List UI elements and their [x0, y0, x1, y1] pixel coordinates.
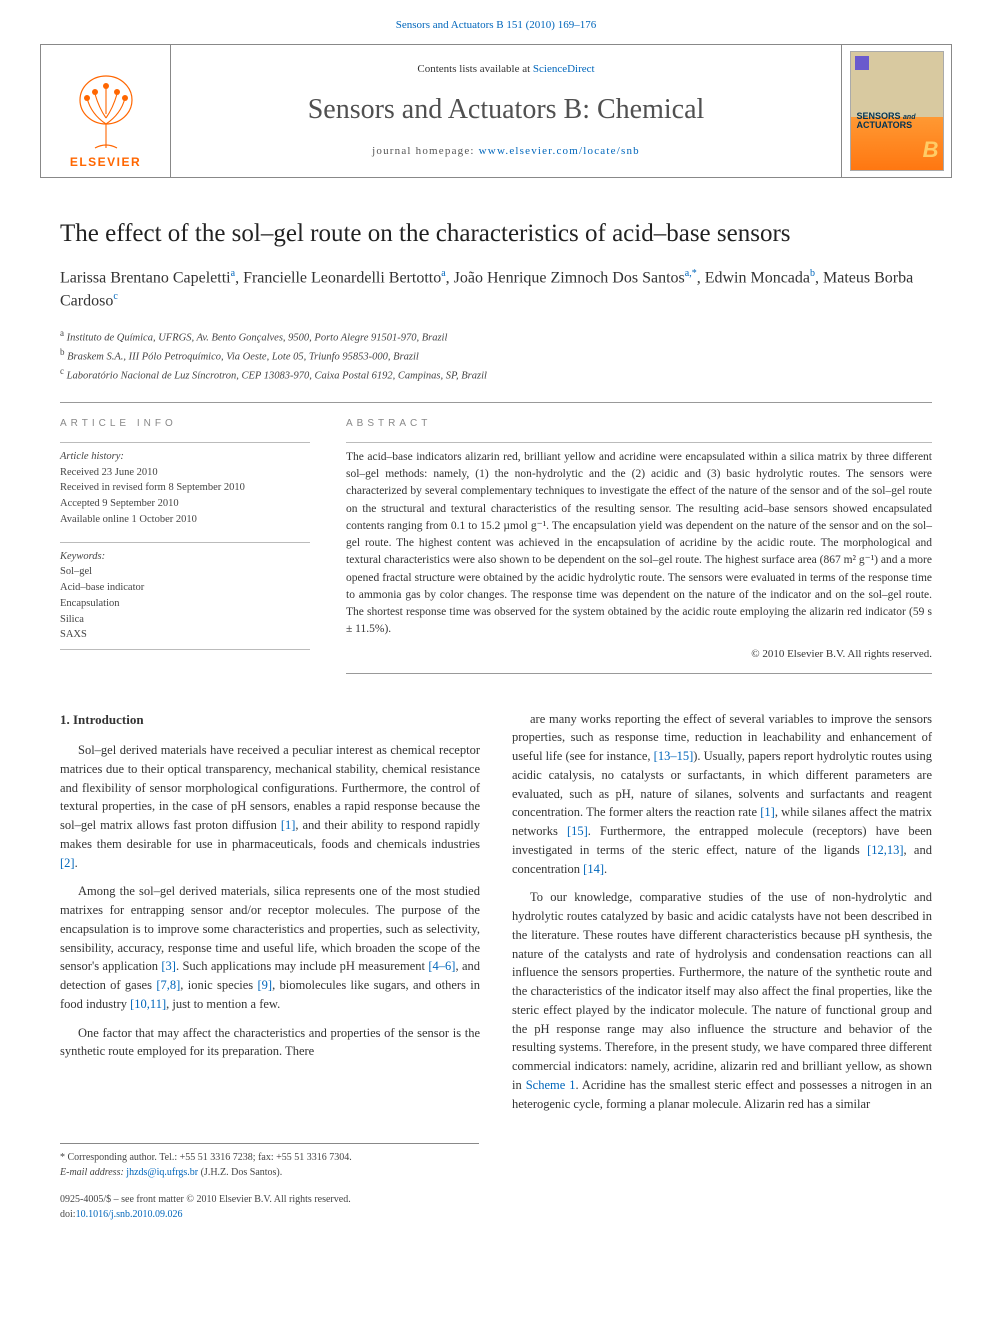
journal-masthead: ELSEVIER Contents lists available at Sci…	[40, 44, 952, 178]
section-heading-introduction: 1. Introduction	[60, 710, 480, 730]
corresponding-author-footnote: * Corresponding author. Tel.: +55 51 331…	[60, 1143, 479, 1180]
email-line: E-mail address: jhzds@iq.ufrgs.br (J.H.Z…	[60, 1165, 479, 1180]
citation-ref-link[interactable]: [15]	[567, 824, 588, 838]
body-paragraph: Sol–gel derived materials have received …	[60, 741, 480, 872]
masthead-center: Contents lists available at ScienceDirec…	[171, 45, 841, 177]
body-paragraph: One factor that may affect the character…	[60, 1024, 480, 1062]
journal-homepage-line: journal homepage: www.elsevier.com/locat…	[372, 144, 640, 160]
keywords-title: Keywords:	[60, 549, 310, 565]
history-line: Received 23 June 2010	[60, 465, 310, 481]
body-column-left: 1. Introduction Sol–gel derived material…	[60, 710, 480, 1124]
paper-title: The effect of the sol–gel route on the c…	[60, 218, 932, 249]
body-paragraph: are many works reporting the effect of s…	[512, 710, 932, 879]
keywords-block: Keywords: Sol–gelAcid–base indicatorEnca…	[60, 542, 310, 651]
article-history: Article history: Received 23 June 2010Re…	[60, 442, 310, 528]
cover-title: SENSORS and ACTUATORS	[857, 112, 916, 131]
affiliation-line: c Laboratório Nacional de Luz Síncrotron…	[60, 365, 932, 384]
sciencedirect-link[interactable]: ScienceDirect	[533, 63, 595, 75]
article-info-grid: ARTICLE INFO Article history: Received 2…	[60, 402, 932, 673]
body-paragraph: To our knowledge, comparative studies of…	[512, 888, 932, 1113]
citation-ref-link[interactable]: [2]	[60, 856, 75, 870]
citation-ref-link[interactable]: [13–15]	[654, 749, 694, 763]
publisher-logo-cell: ELSEVIER	[41, 45, 171, 177]
article-info-label: ARTICLE INFO	[60, 417, 310, 432]
cover-series-letter: B	[923, 134, 939, 166]
issn-line: 0925-4005/$ – see front matter © 2010 El…	[60, 1192, 932, 1207]
affiliation-line: b Braskem S.A., III Pólo Petroquímico, V…	[60, 346, 932, 365]
keyword: SAXS	[60, 627, 310, 643]
affiliation-line: a Instituto de Química, UFRGS, Av. Bento…	[60, 327, 932, 346]
corresponding-line: * Corresponding author. Tel.: +55 51 331…	[60, 1150, 479, 1165]
citation-ref-link[interactable]: [7,8]	[156, 978, 180, 992]
cover-accent-icon	[855, 56, 869, 70]
keyword: Silica	[60, 612, 310, 628]
homepage-prefix: journal homepage:	[372, 145, 479, 157]
history-title: Article history:	[60, 449, 310, 465]
author-list: Larissa Brentano Capelettia, Francielle …	[60, 267, 932, 312]
journal-name: Sensors and Actuators B: Chemical	[308, 90, 705, 131]
citation-link[interactable]: Sensors and Actuators B 151 (2010) 169–1…	[396, 19, 596, 31]
paper-body: The effect of the sol–gel route on the c…	[0, 188, 992, 1262]
citation-ref-link[interactable]: [12,13]	[867, 843, 903, 857]
citation-ref-link[interactable]: Scheme 1	[526, 1078, 576, 1092]
article-info-left: ARTICLE INFO Article history: Received 2…	[60, 417, 310, 673]
citation-ref-link[interactable]: [3]	[161, 959, 176, 973]
abstract-copyright: © 2010 Elsevier B.V. All rights reserved…	[346, 647, 932, 674]
doi-prefix: doi:	[60, 1209, 76, 1220]
journal-cover-cell: SENSORS and ACTUATORS B	[841, 45, 951, 177]
citation-header: Sensors and Actuators B 151 (2010) 169–1…	[0, 0, 992, 44]
body-column-right: are many works reporting the effect of s…	[512, 710, 932, 1124]
contents-prefix: Contents lists available at	[417, 63, 532, 75]
history-line: Accepted 9 September 2010	[60, 496, 310, 512]
citation-ref-link[interactable]: [9]	[258, 978, 273, 992]
citation-ref-link[interactable]: [1]	[760, 805, 775, 819]
footer-meta: 0925-4005/$ – see front matter © 2010 El…	[60, 1192, 932, 1222]
body-columns: 1. Introduction Sol–gel derived material…	[60, 710, 932, 1124]
email-label: E-mail address:	[60, 1167, 126, 1178]
keyword: Encapsulation	[60, 596, 310, 612]
journal-cover-thumbnail[interactable]: SENSORS and ACTUATORS B	[850, 51, 944, 171]
keyword: Sol–gel	[60, 564, 310, 580]
abstract-label: ABSTRACT	[346, 417, 932, 432]
history-line: Available online 1 October 2010	[60, 512, 310, 528]
affiliation-list: a Instituto de Química, UFRGS, Av. Bento…	[60, 327, 932, 385]
citation-ref-link[interactable]: [1]	[281, 818, 296, 832]
citation-ref-link[interactable]: [4–6]	[428, 959, 455, 973]
publisher-name: ELSEVIER	[70, 154, 141, 171]
abstract-column: ABSTRACT The acid–base indicators alizar…	[346, 417, 932, 673]
contents-available-line: Contents lists available at ScienceDirec…	[417, 62, 594, 78]
elsevier-logo[interactable]: ELSEVIER	[51, 51, 161, 171]
journal-homepage-link[interactable]: www.elsevier.com/locate/snb	[479, 145, 640, 157]
elsevier-tree-icon	[71, 70, 141, 150]
body-paragraph: Among the sol–gel derived materials, sil…	[60, 882, 480, 1013]
history-line: Received in revised form 8 September 201…	[60, 480, 310, 496]
keyword: Acid–base indicator	[60, 580, 310, 596]
abstract-text: The acid–base indicators alizarin red, b…	[346, 442, 932, 639]
citation-ref-link[interactable]: [14]	[583, 862, 604, 876]
email-owner: (J.H.Z. Dos Santos).	[198, 1167, 282, 1178]
corresponding-email-link[interactable]: jhzds@iq.ufrgs.br	[126, 1167, 198, 1178]
cover-title-line2: ACTUATORS	[857, 120, 913, 130]
doi-line: doi:10.1016/j.snb.2010.09.026	[60, 1207, 932, 1222]
citation-ref-link[interactable]: [10,11]	[130, 997, 166, 1011]
doi-link[interactable]: 10.1016/j.snb.2010.09.026	[76, 1209, 183, 1220]
